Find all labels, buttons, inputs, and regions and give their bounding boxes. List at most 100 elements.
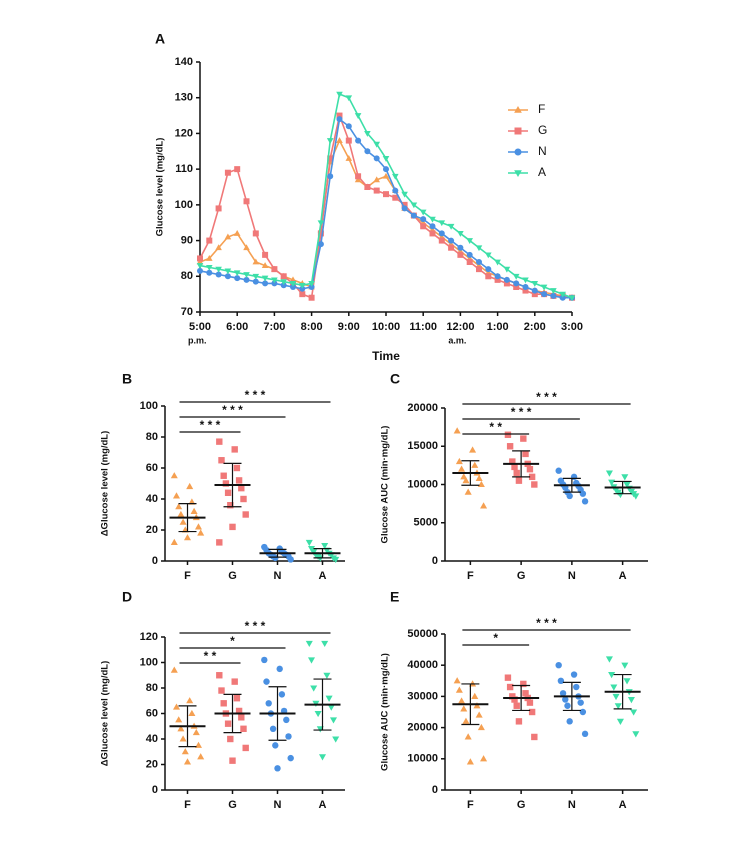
- marker: [299, 285, 306, 292]
- marker: [503, 276, 510, 283]
- marker: [170, 472, 178, 479]
- marker: [307, 657, 316, 664]
- marker: [224, 489, 232, 496]
- x-tick-label: F: [184, 799, 191, 811]
- marker: [308, 281, 315, 287]
- marker: [466, 238, 473, 245]
- marker: [605, 656, 613, 663]
- marker: [515, 477, 523, 484]
- marker: [215, 271, 222, 278]
- marker: [317, 230, 324, 237]
- marker: [175, 503, 183, 510]
- marker: [457, 231, 464, 237]
- y-tick-label: 130: [175, 92, 193, 104]
- marker: [429, 223, 436, 230]
- marker: [224, 233, 232, 240]
- marker: [476, 266, 482, 273]
- marker: [271, 280, 278, 287]
- marker: [485, 266, 492, 273]
- marker: [317, 220, 325, 227]
- marker: [438, 237, 445, 244]
- marker: [466, 259, 473, 265]
- marker: [581, 730, 589, 738]
- y-tick-label: 100: [140, 656, 158, 668]
- marker: [410, 212, 417, 219]
- marker: [559, 294, 566, 301]
- marker: [401, 205, 408, 212]
- x-tick-label: F: [184, 570, 191, 582]
- x-tick-label: 11:00: [409, 321, 437, 333]
- marker: [329, 717, 338, 724]
- marker: [520, 435, 527, 442]
- series-line: [199, 112, 573, 299]
- marker: [355, 137, 362, 144]
- marker: [317, 241, 324, 248]
- x-tick-label: G: [517, 570, 526, 582]
- marker: [278, 691, 286, 698]
- marker: [327, 704, 335, 711]
- significance-label: * * *: [511, 405, 532, 419]
- marker: [475, 474, 483, 481]
- marker: [188, 709, 196, 717]
- marker: [457, 251, 464, 258]
- marker: [321, 542, 329, 550]
- y-tick-label: 50000: [407, 628, 438, 640]
- y-tick-label: 0: [152, 555, 158, 567]
- marker: [216, 672, 223, 679]
- y-tick-label: 10000: [407, 753, 438, 765]
- marker: [476, 259, 482, 265]
- marker: [233, 695, 241, 702]
- marker: [336, 91, 343, 98]
- marker: [462, 476, 470, 484]
- series-line: [199, 117, 572, 299]
- marker: [477, 723, 485, 731]
- marker: [480, 755, 488, 762]
- x-tick-label: 1:00: [487, 321, 509, 333]
- marker: [179, 735, 187, 742]
- marker: [238, 484, 245, 492]
- x-tick-label: 10:00: [372, 321, 400, 333]
- marker: [531, 287, 538, 294]
- y-tick-label: 20000: [407, 722, 438, 734]
- x-tick-label: N: [274, 799, 282, 811]
- marker: [327, 173, 334, 180]
- y-tick-label: 0: [432, 784, 438, 796]
- marker: [170, 538, 178, 545]
- marker: [382, 156, 390, 162]
- marker: [506, 683, 514, 691]
- marker: [289, 281, 297, 287]
- marker: [235, 477, 243, 484]
- marker: [630, 709, 638, 716]
- marker: [177, 725, 185, 732]
- marker: [616, 718, 624, 726]
- marker: [455, 686, 463, 693]
- marker: [557, 677, 565, 684]
- marker: [218, 457, 225, 464]
- marker: [196, 258, 204, 265]
- marker: [383, 191, 389, 198]
- marker: [332, 556, 340, 564]
- y-tick-label: 15000: [407, 440, 438, 452]
- marker: [528, 473, 536, 481]
- marker: [464, 488, 472, 495]
- marker: [568, 295, 576, 302]
- x-sublabel: p.m.: [188, 335, 207, 345]
- x-tick-label: 9:00: [338, 321, 360, 333]
- marker: [373, 141, 380, 148]
- significance-label: * * *: [245, 388, 266, 402]
- marker: [261, 275, 269, 282]
- marker: [526, 466, 534, 473]
- marker: [570, 671, 578, 678]
- marker: [287, 754, 294, 762]
- marker: [252, 273, 260, 280]
- marker: [522, 450, 529, 458]
- marker: [562, 696, 569, 703]
- marker: [216, 539, 223, 546]
- marker: [511, 696, 518, 703]
- marker: [526, 699, 534, 706]
- x-tick-label: G: [228, 799, 237, 811]
- marker: [511, 463, 518, 471]
- marker: [581, 498, 589, 505]
- marker: [579, 708, 587, 716]
- marker: [280, 279, 287, 286]
